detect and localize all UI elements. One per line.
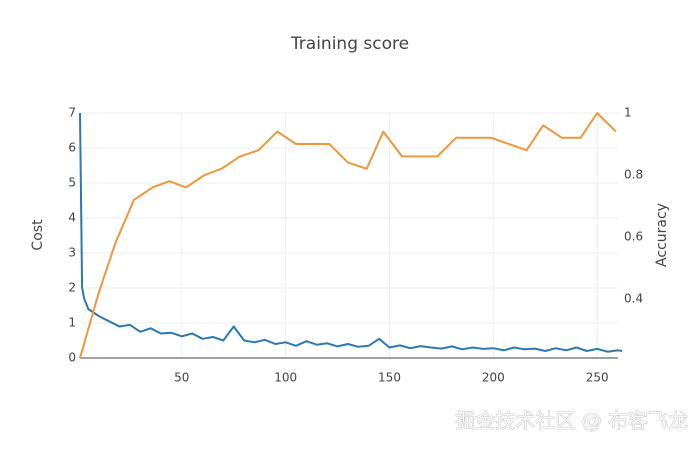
- y-tick-label: 3: [68, 246, 76, 260]
- y-tick-label: 2: [68, 281, 76, 295]
- y2-tick-label: 1: [624, 106, 632, 120]
- watermark: 掘金技术社区 @ 布客飞龙: [455, 409, 688, 433]
- series-line: [79, 112, 617, 359]
- y-tick-label: 7: [68, 106, 76, 120]
- y2-tick-label: 0.4: [624, 292, 643, 306]
- y-tick-label: 5: [68, 176, 76, 190]
- y2-tick-label: 0.8: [624, 168, 643, 182]
- x-tick-label: 150: [378, 371, 401, 385]
- x-tick-label: 200: [482, 371, 505, 385]
- y2-axis-title: Accuracy: [654, 203, 670, 267]
- y-tick-label: 1: [68, 316, 76, 330]
- y-tick-label: 4: [68, 211, 76, 225]
- y-axis-title: Cost: [30, 219, 46, 251]
- y2-tick-label: 0.6: [624, 230, 643, 244]
- series-line: [79, 112, 623, 353]
- x-tick-label: 50: [174, 371, 189, 385]
- y-tick-label: 0: [68, 351, 76, 365]
- x-tick-label: 250: [586, 371, 609, 385]
- y-tick-label: 6: [68, 141, 76, 155]
- x-tick-label: 100: [274, 371, 297, 385]
- chart-title: Training score: [290, 34, 409, 54]
